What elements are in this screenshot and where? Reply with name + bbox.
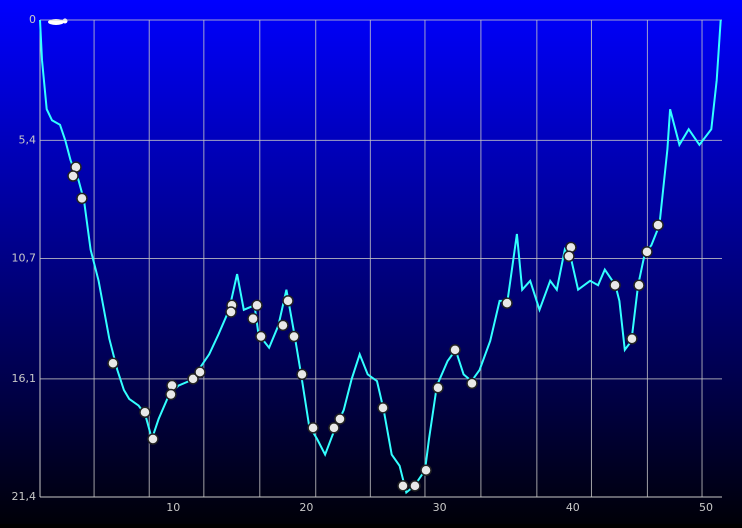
y-tick-label: 5,4 (19, 133, 37, 146)
event-marker (633, 279, 645, 291)
event-marker (194, 366, 206, 378)
event-marker (282, 295, 294, 307)
event-marker (139, 406, 151, 419)
event-marker (76, 192, 88, 205)
event-marker (432, 382, 444, 394)
event-marker (641, 246, 653, 258)
event-marker (288, 330, 300, 343)
event-marker (107, 357, 119, 370)
y-tick-label: 0 (29, 13, 36, 26)
event-marker (225, 306, 237, 318)
event-marker (328, 422, 340, 434)
event-marker (626, 332, 638, 345)
event-marker (652, 219, 664, 231)
x-tick-label: 10 (166, 501, 180, 514)
event-marker (377, 402, 389, 414)
x-tick-label: 30 (433, 501, 447, 514)
event-marker (501, 297, 513, 309)
event-marker (296, 368, 308, 381)
event-marker (334, 413, 346, 425)
y-tick-label: 16,1 (12, 372, 37, 385)
event-marker (67, 170, 79, 182)
y-tick-label: 10,7 (12, 252, 37, 265)
event-marker (420, 464, 432, 477)
event-marker (147, 433, 159, 445)
event-marker (409, 480, 421, 492)
x-tick-label: 40 (566, 501, 580, 514)
event-marker (251, 299, 263, 312)
event-marker (247, 312, 259, 325)
y-tick-label: 21,4 (12, 490, 37, 503)
depth-line (39, 19, 722, 495)
event-marker (277, 319, 289, 332)
event-marker (255, 330, 267, 343)
event-marker (466, 377, 478, 390)
x-tick-label: 50 (699, 501, 713, 514)
event-marker (397, 480, 409, 492)
event-marker (165, 388, 177, 401)
event-marker (609, 279, 621, 291)
event-marker (449, 344, 461, 356)
event-marker (187, 373, 199, 385)
event-marker (563, 250, 575, 263)
event-marker (307, 422, 319, 434)
x-tick-label: 20 (299, 501, 313, 514)
